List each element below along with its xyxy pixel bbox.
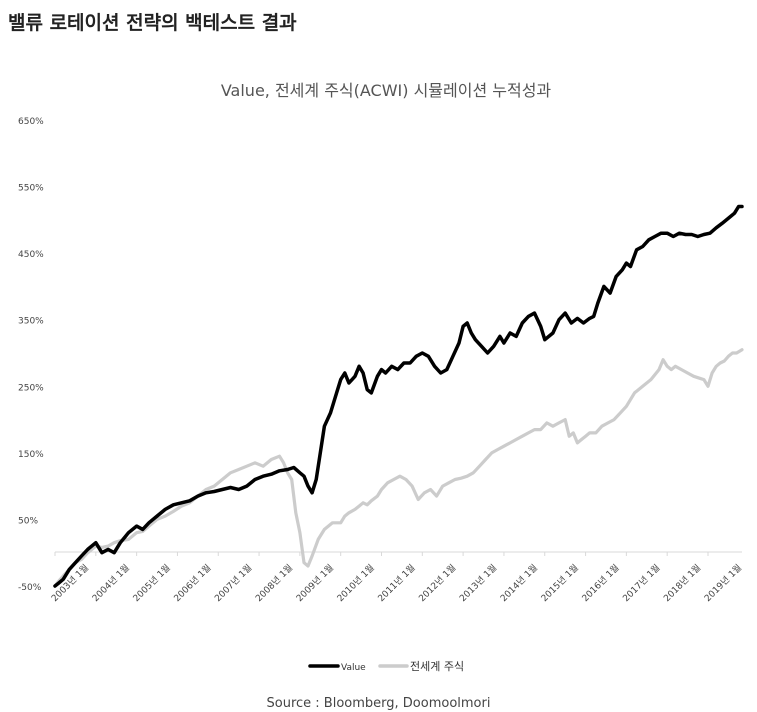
- chart: Value, 전세계 주식(ACWI) 시뮬레이션 누적성과 -50% 50% 15…: [18, 81, 744, 673]
- x-tick-label: 2015년 1월: [538, 562, 580, 604]
- series-line-value: [53, 204, 744, 588]
- legend-label: 전세계 주식: [410, 660, 464, 673]
- y-tick-label: 350%: [18, 317, 44, 327]
- y-tick-label: 450%: [18, 250, 44, 260]
- x-tick-label: 2019년 1월: [702, 562, 744, 604]
- source-note: Source : Bloomberg, Doomoolmori: [266, 696, 491, 711]
- y-tick-label: 550%: [18, 184, 44, 194]
- x-tick-label: 2018년 1월: [661, 562, 703, 604]
- y-tick-label: 150%: [18, 450, 44, 460]
- series-layer: [53, 204, 744, 588]
- x-tick-label: 2012년 1월: [416, 562, 458, 604]
- legend: Value 전세계 주식: [308, 660, 464, 673]
- x-tick-label: 2005년 1월: [130, 562, 172, 604]
- x-tick-label: 2014년 1월: [498, 562, 540, 604]
- y-tick-label: 250%: [18, 383, 44, 393]
- chart-title: Value, 전세계 주식(ACWI) 시뮬레이션 누적성과: [221, 81, 552, 100]
- x-tick-label: 2016년 1월: [579, 562, 621, 604]
- x-tick-label: 2008년 1월: [253, 562, 295, 604]
- y-tick-label: 650%: [18, 117, 44, 127]
- x-tick-label: 2011년 1월: [375, 562, 417, 604]
- x-axis: 2003년 1월 2004년 1월 2005년 1월 2006년 1월 2007년 1월…: [49, 551, 744, 604]
- y-tick-label: -50%: [18, 583, 42, 593]
- page-heading: 밸류 로테이션 전략의 백테스트 결과: [8, 12, 297, 34]
- x-tick-label: 2006년 1월: [171, 562, 213, 604]
- y-tick-label: 50%: [18, 516, 38, 526]
- x-tick-label: 2013년 1월: [457, 562, 499, 604]
- x-tick-label: 2009년 1월: [294, 562, 336, 604]
- x-tick-label: 2010년 1월: [334, 562, 376, 604]
- legend-label: Value: [341, 663, 366, 673]
- x-tick-label: 2007년 1월: [212, 562, 254, 604]
- series-line-acwi: [53, 348, 744, 588]
- x-tick-label: 2004년 1월: [89, 562, 131, 604]
- y-axis: -50% 50% 150% 250% 350% 450% 550% 650%: [18, 117, 44, 593]
- x-tick-label: 2017년 1월: [620, 562, 662, 604]
